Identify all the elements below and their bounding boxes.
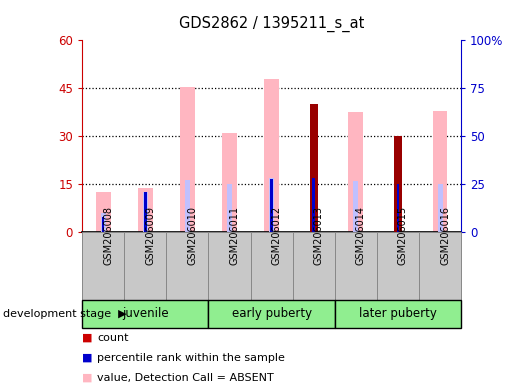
Bar [227, 184, 232, 232]
Text: value, Detection Call = ABSENT: value, Detection Call = ABSENT [97, 373, 273, 383]
Bar [208, 300, 335, 328]
Text: ■: ■ [82, 353, 93, 363]
Bar [208, 232, 251, 300]
Bar [166, 232, 208, 300]
Bar [432, 111, 447, 232]
Text: ■: ■ [82, 333, 93, 343]
Bar [82, 300, 208, 328]
Bar [138, 187, 153, 232]
Bar [348, 112, 363, 232]
Text: GSM206016: GSM206016 [440, 206, 450, 265]
Bar [310, 104, 317, 232]
Bar [101, 213, 105, 232]
Bar [144, 192, 147, 232]
Text: GSM206015: GSM206015 [398, 206, 408, 265]
Bar [180, 87, 195, 232]
Bar [124, 232, 166, 300]
Text: GSM206008: GSM206008 [103, 206, 113, 265]
Bar [102, 217, 104, 232]
Text: GSM206013: GSM206013 [314, 206, 324, 265]
Text: GDS2862 / 1395211_s_at: GDS2862 / 1395211_s_at [179, 15, 364, 31]
Bar [313, 177, 315, 232]
Bar [377, 232, 419, 300]
Bar [396, 184, 399, 232]
Text: GSM206012: GSM206012 [271, 206, 281, 265]
Bar [251, 232, 293, 300]
Text: juvenile: juvenile [122, 308, 169, 320]
Bar [264, 79, 279, 232]
Bar [293, 232, 335, 300]
Text: percentile rank within the sample: percentile rank within the sample [97, 353, 285, 363]
Bar [82, 232, 124, 300]
Bar [185, 180, 190, 232]
Bar [419, 232, 461, 300]
Text: early puberty: early puberty [232, 308, 312, 320]
Text: GSM206011: GSM206011 [229, 206, 240, 265]
Text: ■: ■ [82, 373, 93, 383]
Bar [438, 184, 443, 232]
Bar [269, 177, 274, 232]
Bar [270, 179, 273, 232]
Bar [222, 133, 237, 232]
Bar [394, 136, 402, 232]
Bar [143, 192, 148, 232]
Bar [395, 184, 401, 232]
Text: GSM206010: GSM206010 [188, 206, 197, 265]
Text: later puberty: later puberty [359, 308, 437, 320]
Bar [354, 182, 358, 232]
Bar [335, 232, 377, 300]
Bar [335, 300, 461, 328]
Text: count: count [97, 333, 128, 343]
Bar [96, 192, 111, 232]
Text: development stage  ▶: development stage ▶ [3, 309, 126, 319]
Text: GSM206014: GSM206014 [356, 206, 366, 265]
Text: GSM206009: GSM206009 [145, 206, 155, 265]
